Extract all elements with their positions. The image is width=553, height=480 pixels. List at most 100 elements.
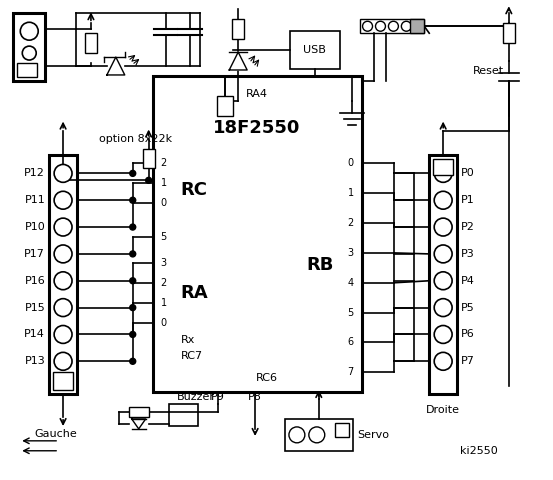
Bar — [153, 76, 362, 392]
Text: 0: 0 — [347, 158, 353, 168]
Text: P2: P2 — [461, 222, 475, 232]
Bar — [143, 148, 155, 168]
Bar — [290, 31, 340, 69]
Text: Droite: Droite — [426, 405, 460, 415]
Text: P16: P16 — [24, 276, 45, 286]
Bar — [169, 404, 199, 426]
Text: RA4: RA4 — [246, 89, 268, 99]
Text: P8: P8 — [248, 392, 262, 402]
Circle shape — [130, 278, 135, 284]
Text: 7: 7 — [347, 367, 353, 377]
Text: P5: P5 — [461, 302, 475, 312]
Text: 3: 3 — [160, 258, 166, 268]
Text: RC6: RC6 — [256, 373, 278, 383]
Circle shape — [20, 22, 38, 40]
Text: Servo: Servo — [358, 430, 390, 440]
Bar — [85, 33, 97, 53]
Bar — [129, 407, 149, 417]
Bar — [433, 159, 453, 175]
Bar — [429, 156, 457, 394]
Circle shape — [434, 192, 452, 209]
Text: P17: P17 — [24, 249, 45, 259]
Text: P0: P0 — [461, 168, 475, 179]
Bar — [17, 63, 37, 77]
Text: P3: P3 — [461, 249, 475, 259]
Circle shape — [309, 427, 325, 443]
Text: RA: RA — [180, 284, 208, 302]
Circle shape — [363, 21, 373, 31]
Circle shape — [130, 251, 135, 257]
Circle shape — [401, 21, 411, 31]
Circle shape — [54, 325, 72, 343]
Text: RC7: RC7 — [180, 351, 202, 361]
Circle shape — [375, 21, 385, 31]
Circle shape — [54, 272, 72, 290]
Circle shape — [130, 358, 135, 364]
Bar — [410, 19, 424, 33]
Bar — [232, 19, 244, 39]
Text: 2: 2 — [160, 158, 167, 168]
Text: 18F2550: 18F2550 — [213, 119, 301, 137]
Circle shape — [434, 325, 452, 343]
Bar — [13, 13, 45, 81]
Text: USB: USB — [304, 45, 326, 55]
Text: 1: 1 — [347, 188, 353, 198]
Text: 0: 0 — [160, 317, 166, 327]
Text: P15: P15 — [24, 302, 45, 312]
Text: Buzzer: Buzzer — [176, 392, 215, 402]
Bar — [285, 419, 353, 451]
Bar — [217, 96, 233, 116]
Bar — [335, 423, 348, 437]
Bar — [53, 372, 73, 390]
Bar — [503, 23, 515, 43]
Text: Gauche: Gauche — [35, 429, 77, 439]
Text: Rx: Rx — [180, 336, 195, 346]
Text: 2: 2 — [347, 218, 353, 228]
Text: 3: 3 — [347, 248, 353, 258]
Text: Reset: Reset — [473, 66, 504, 76]
Polygon shape — [229, 52, 247, 70]
Circle shape — [54, 192, 72, 209]
Text: P14: P14 — [24, 329, 45, 339]
Circle shape — [289, 427, 305, 443]
Text: P9: P9 — [211, 392, 225, 402]
Circle shape — [434, 165, 452, 182]
Text: P7: P7 — [461, 356, 475, 366]
Circle shape — [145, 178, 152, 183]
Circle shape — [434, 299, 452, 316]
Text: P10: P10 — [24, 222, 45, 232]
Text: 6: 6 — [347, 337, 353, 348]
Polygon shape — [107, 57, 125, 75]
Text: P12: P12 — [24, 168, 45, 179]
Circle shape — [434, 245, 452, 263]
Circle shape — [130, 332, 135, 337]
Bar — [359, 19, 424, 33]
Circle shape — [22, 46, 36, 60]
Text: RB: RB — [306, 256, 333, 274]
Circle shape — [54, 165, 72, 182]
Circle shape — [130, 224, 135, 230]
Text: P1: P1 — [461, 195, 475, 205]
Circle shape — [434, 272, 452, 290]
Circle shape — [130, 197, 135, 203]
Circle shape — [54, 218, 72, 236]
Text: 1: 1 — [160, 179, 166, 188]
Bar — [49, 156, 77, 394]
Circle shape — [434, 352, 452, 370]
Text: P11: P11 — [24, 195, 45, 205]
Text: 0: 0 — [160, 198, 166, 208]
Text: 5: 5 — [160, 232, 167, 242]
Text: 1: 1 — [160, 298, 166, 308]
Text: P4: P4 — [461, 276, 475, 286]
Text: 4: 4 — [347, 278, 353, 288]
Text: 2: 2 — [160, 278, 167, 288]
Circle shape — [54, 352, 72, 370]
Text: ki2550: ki2550 — [460, 446, 498, 456]
Text: 5: 5 — [347, 308, 353, 318]
Circle shape — [130, 305, 135, 311]
Circle shape — [434, 218, 452, 236]
Text: RC: RC — [180, 181, 207, 199]
Text: P6: P6 — [461, 329, 475, 339]
Text: P13: P13 — [24, 356, 45, 366]
Circle shape — [388, 21, 398, 31]
